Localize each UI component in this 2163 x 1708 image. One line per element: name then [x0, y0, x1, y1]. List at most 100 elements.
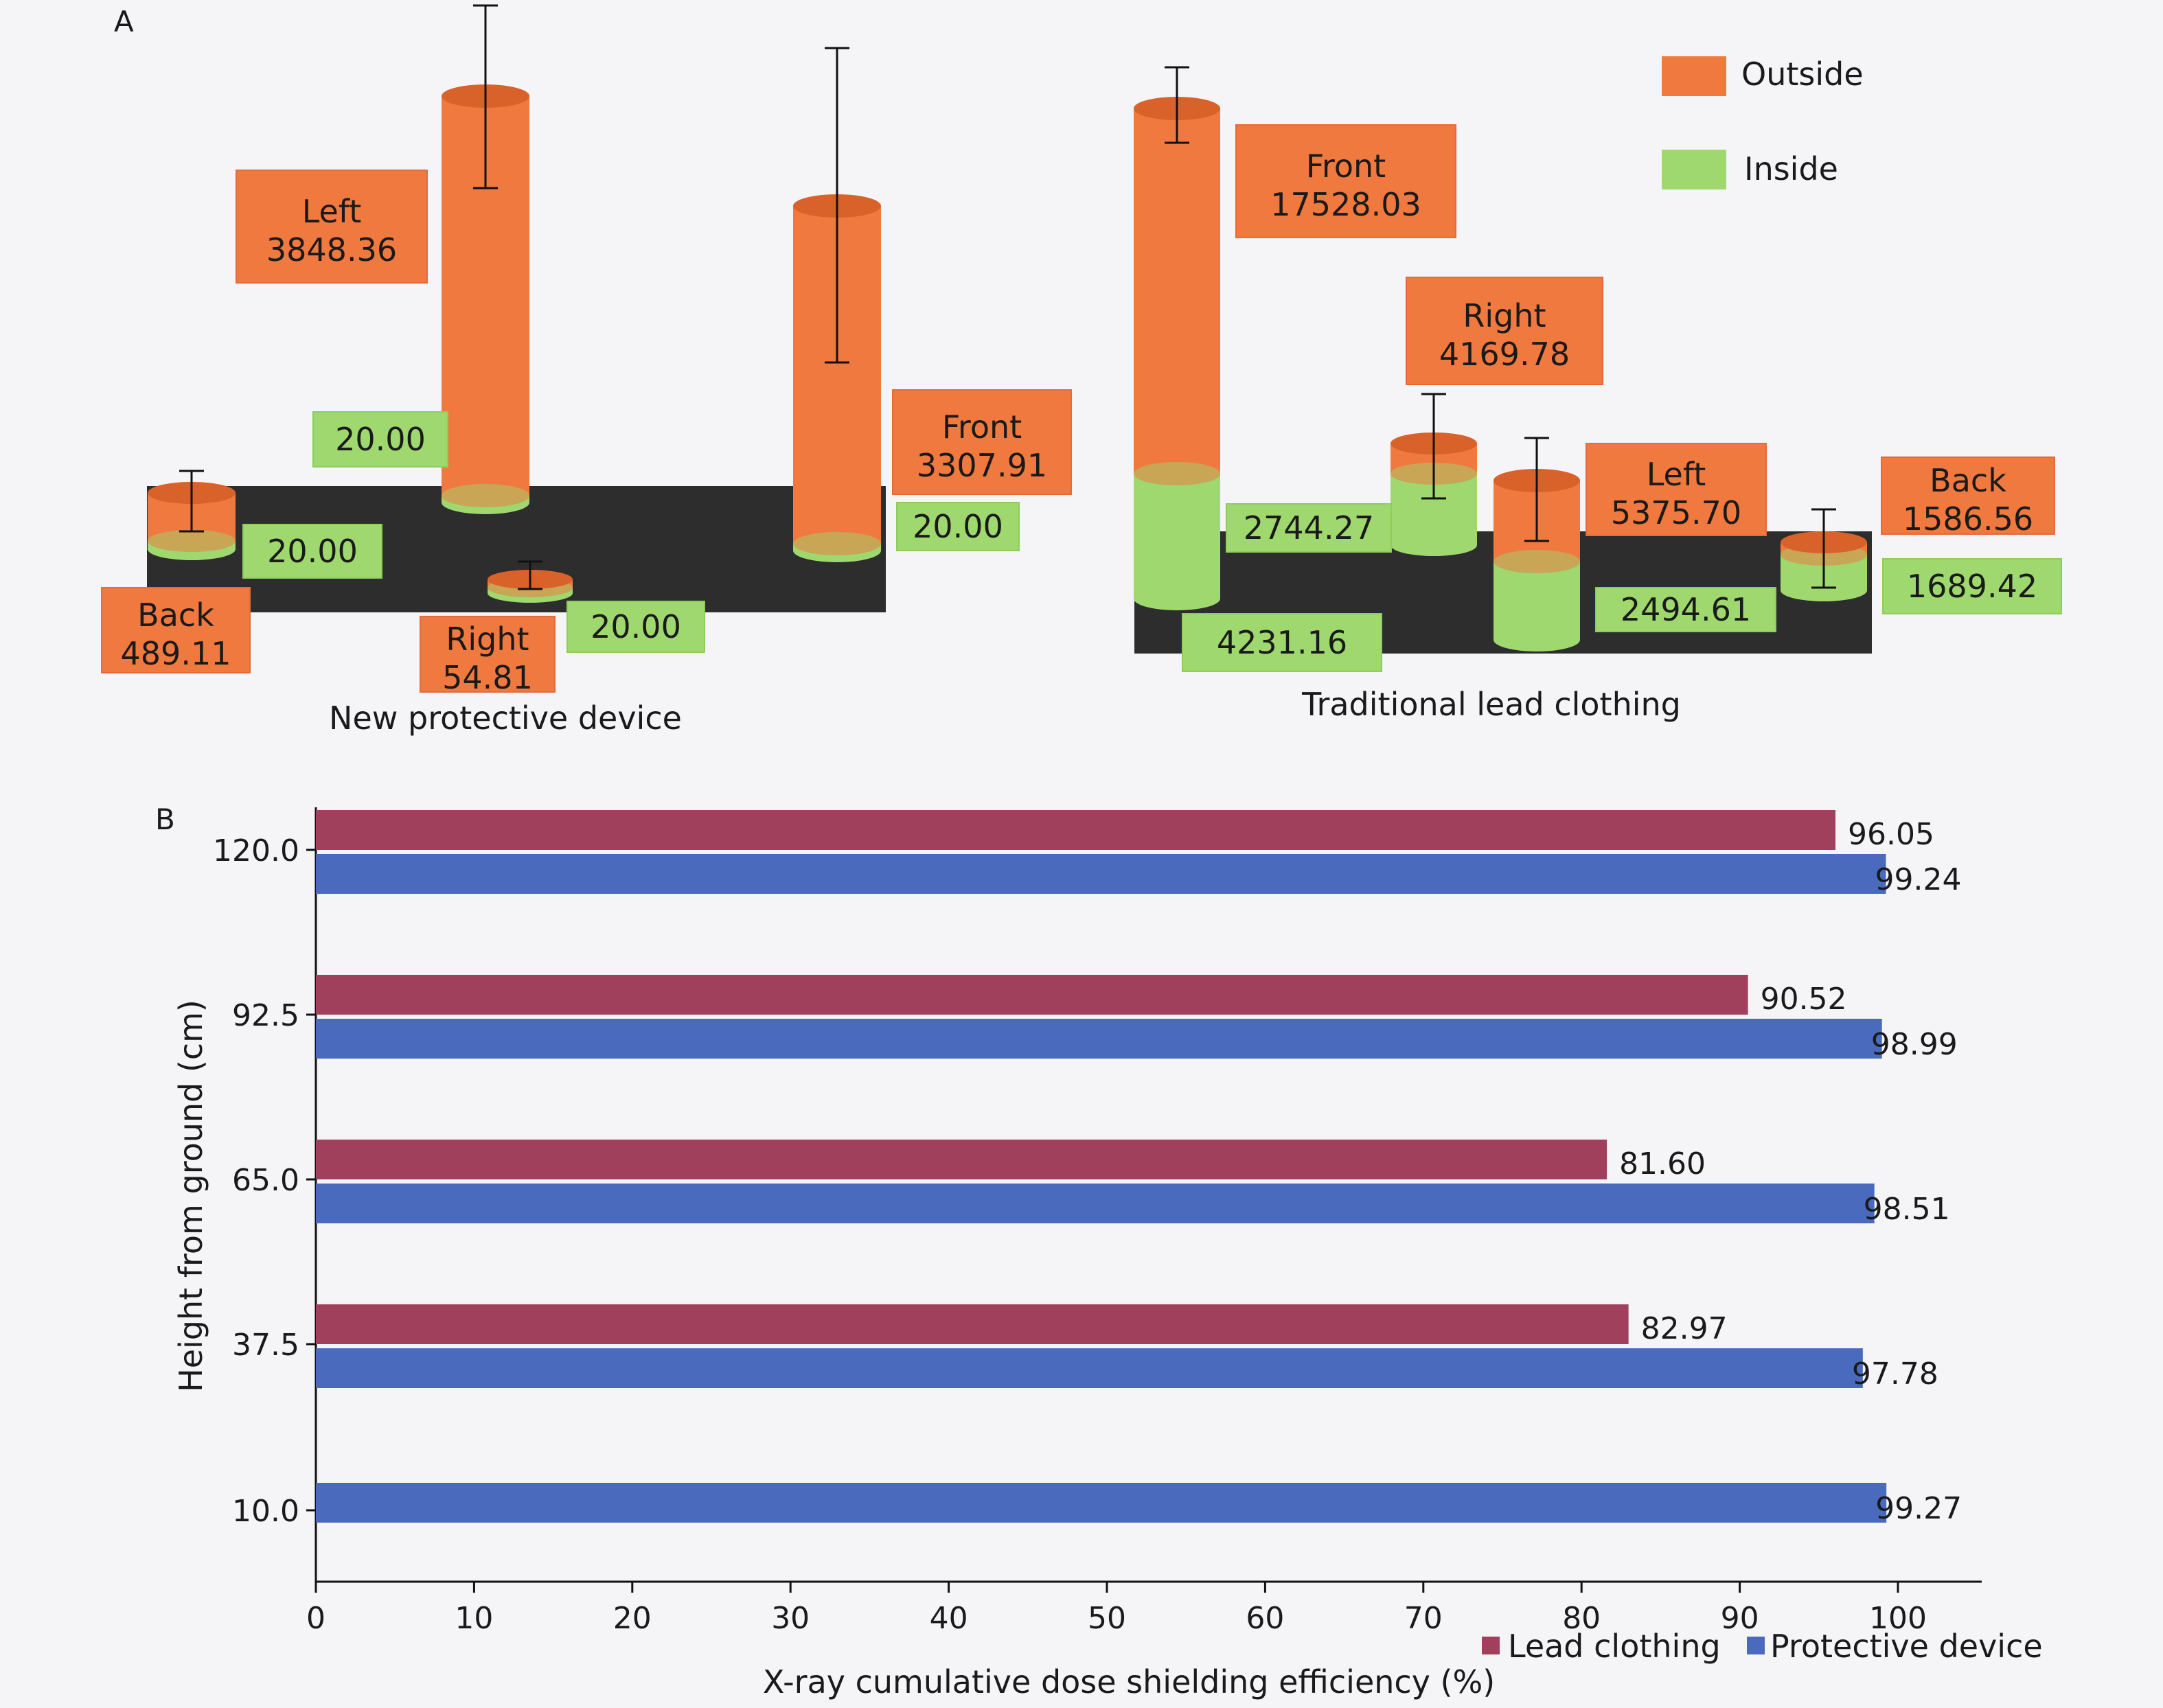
label-box-inside-new-front — [896, 502, 1020, 551]
bar-protective-device-3 — [316, 1348, 1863, 1388]
label-box-inside-new-left — [312, 411, 448, 468]
label-outside-value-lead-front: 17528.03 — [1270, 186, 1421, 223]
label-box-inside-new-right — [566, 601, 705, 653]
label-box-outside-lead-front — [1235, 124, 1456, 238]
x-tick-label-20: 20 — [613, 1601, 652, 1636]
cylinder-inside-base-lead-front — [1134, 587, 1220, 610]
data-label-lead-clothing-1: 90.52 — [1761, 982, 1847, 1017]
label-box-outside-lead-right — [1406, 277, 1603, 385]
label-outside-name-lead-right: Right — [1463, 297, 1546, 334]
bar-lead-clothing-1 — [316, 975, 1748, 1015]
legend-device-label: Protective device — [1770, 1628, 2043, 1665]
legend-inside-label: Inside — [1744, 150, 1838, 187]
cylinder-inside-lead-front — [1134, 474, 1220, 599]
label-inside-value-lead-back: 1689.42 — [1907, 568, 2037, 605]
label-outside-value-new-back: 489.11 — [121, 635, 231, 672]
x-tick-label-30: 30 — [771, 1601, 810, 1636]
data-label-lead-clothing-2: 81.60 — [1619, 1146, 1706, 1181]
label-box-outside-new-back — [101, 587, 251, 673]
bar-protective-device-2 — [316, 1184, 1875, 1223]
x-tick-label-50: 50 — [1088, 1601, 1126, 1636]
x-tick-label-70: 70 — [1404, 1601, 1443, 1636]
bar-protective-device-0 — [316, 854, 1886, 894]
bar-protective-device-4 — [316, 1483, 1887, 1523]
label-outside-value-new-left: 3848.36 — [266, 231, 397, 268]
panel-b: 0 10 20 30 40 50 60 70 80 90 100 120.0 92.5 65.0 37.5 1… — [213, 807, 1982, 1636]
label-box-outside-lead-back — [1881, 457, 2055, 535]
label-box-inside-lead-right — [1226, 503, 1392, 553]
label-outside-value-new-front: 3307.91 — [917, 447, 1047, 484]
y-tick-label-4: 10.0 — [232, 1494, 299, 1529]
label-outside-name-lead-left: Left — [1647, 456, 1706, 493]
label-inside-value-lead-right: 2744.27 — [1244, 509, 1374, 546]
bar-lead-clothing-3 — [316, 1304, 1629, 1344]
data-label-lead-clothing-0: 96.05 — [1848, 817, 1934, 852]
cylinder-inside-base-lead-left — [1494, 628, 1580, 651]
cylinder-inside-base-lead-right — [1390, 534, 1477, 556]
cylinder-junction-new-back — [148, 530, 236, 552]
data-label-protective-device-1: 98.99 — [1871, 1027, 1958, 1062]
data-label-protective-device-2: 98.51 — [1864, 1192, 1950, 1227]
label-inside-value-lead-front: 4231.16 — [1217, 624, 1347, 661]
y-tick-label-2: 65.0 — [232, 1163, 299, 1198]
legend-lead-label: Lead clothing — [1508, 1628, 1721, 1665]
label-outside-name-new-front: Front — [942, 408, 1022, 446]
cylinder-inside-lead-left — [1494, 562, 1580, 640]
label-outside-name-lead-front: Front — [1306, 148, 1386, 185]
legend-outside-swatch — [1662, 56, 1726, 96]
cylinder-inside-base-lead-back — [1781, 579, 1867, 601]
x-axis-title: X-ray cumulative dose shielding efficien… — [763, 1663, 1495, 1700]
label-box-outside-lead-left — [1586, 443, 1767, 536]
x-tick-label-0: 0 — [306, 1601, 325, 1636]
group-title-new-device: New protective device — [329, 700, 682, 737]
label-outside-value-lead-left: 5375.70 — [1611, 494, 1741, 531]
data-label-lead-clothing-3: 82.97 — [1641, 1311, 1728, 1346]
label-inside-value-new-right: 20.00 — [591, 608, 681, 645]
label-box-outside-new-left — [236, 170, 428, 284]
bar-lead-clothing-0 — [316, 810, 1835, 850]
cylinder-junction-new-front — [793, 532, 881, 555]
legend-inside-swatch — [1662, 150, 1726, 189]
legend-device-swatch — [1747, 1637, 1765, 1654]
panel-a-label: A — [114, 5, 134, 38]
panel-b-label: B — [155, 803, 175, 836]
x-tick-label-40: 40 — [930, 1601, 968, 1636]
label-inside-value-new-front: 20.00 — [913, 508, 1003, 545]
x-tick-label-80: 80 — [1562, 1601, 1601, 1636]
y-tick-label-1: 92.5 — [232, 998, 299, 1033]
cylinder-junction-lead-front — [1134, 462, 1220, 485]
bar-protective-device-1 — [316, 1019, 1882, 1059]
label-outside-name-new-left: Left — [302, 193, 362, 230]
label-box-inside-lead-back — [1882, 558, 2062, 614]
label-box-outside-new-front — [892, 389, 1072, 495]
legend-lead-swatch — [1482, 1637, 1500, 1654]
x-tick-label-90: 90 — [1721, 1601, 1759, 1636]
cylinder-junction-lead-left — [1494, 550, 1580, 573]
legend-outside-label: Outside — [1741, 56, 1864, 93]
label-inside-value-new-back: 20.00 — [267, 533, 358, 570]
label-outside-value-lead-right: 4169.78 — [1439, 336, 1570, 373]
label-outside-name-new-right: Right — [446, 621, 529, 658]
label-box-inside-new-back — [242, 524, 382, 579]
x-tick-label-100: 100 — [1869, 1601, 1927, 1636]
data-label-protective-device-0: 99.24 — [1875, 862, 1961, 897]
label-outside-value-new-right: 54.81 — [442, 659, 533, 696]
cylinder-outside-lead-front — [1134, 108, 1220, 474]
bar-lead-clothing-2 — [316, 1140, 1607, 1179]
group-title-lead-clothing: Traditional lead clothing — [1301, 686, 1681, 723]
label-box-outside-new-right — [420, 616, 556, 693]
y-tick-label-0: 120.0 — [213, 833, 299, 868]
label-inside-value-lead-left: 2494.61 — [1621, 591, 1751, 628]
cylinder-junction-new-left — [442, 484, 529, 507]
label-outside-name-new-back: Back — [137, 597, 214, 634]
y-tick-label-3: 37.5 — [232, 1328, 299, 1363]
y-axis-title: Height from ground (cm) — [172, 1000, 209, 1392]
label-inside-value-new-left: 20.00 — [335, 421, 426, 458]
label-box-inside-lead-front — [1182, 613, 1382, 672]
label-outside-value-lead-back: 1586.56 — [1903, 500, 2033, 538]
x-tick-label-10: 10 — [455, 1601, 493, 1636]
data-label-protective-device-3: 97.78 — [1852, 1357, 1938, 1392]
